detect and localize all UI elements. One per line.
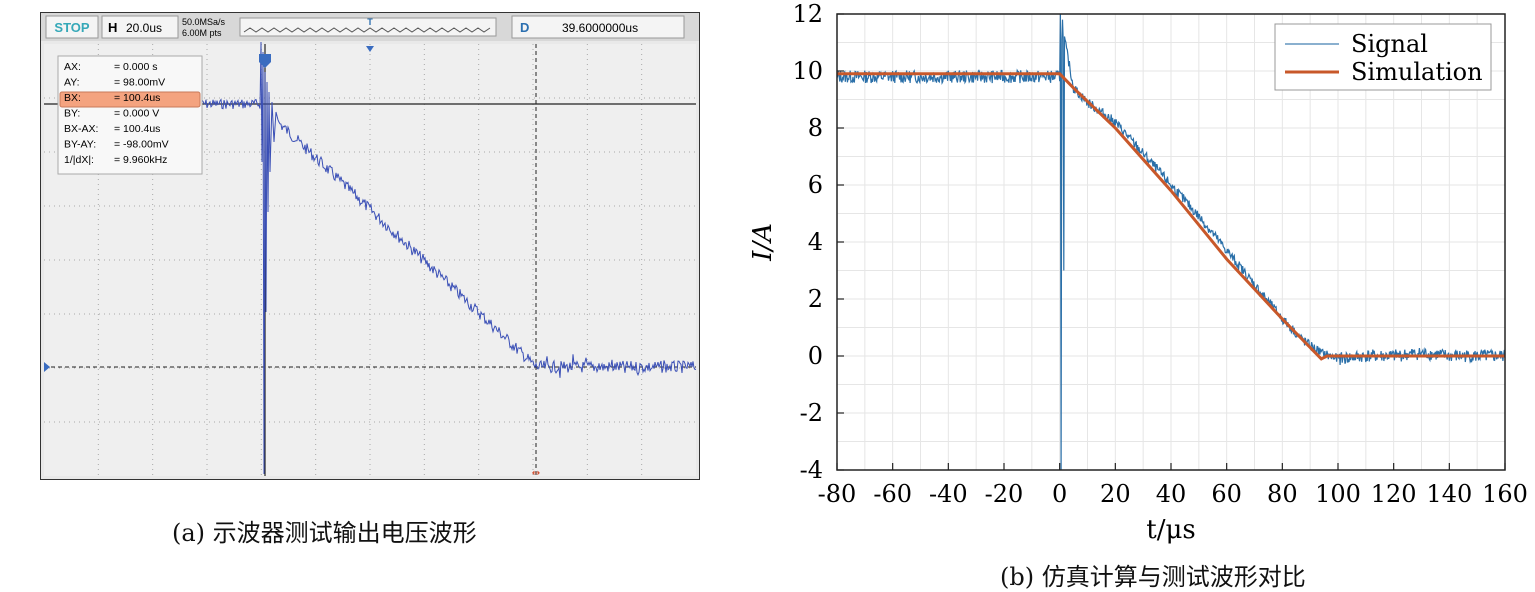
cursor-row-label: BX: (64, 92, 81, 104)
x-tick-label: -40 (929, 480, 968, 508)
y-tick-label: -4 (800, 456, 823, 484)
scope-waveform (199, 41, 697, 475)
caption-b: (b) 仿真计算与测试波形对比 (1000, 563, 1306, 591)
y-tick-label: 12 (792, 0, 823, 28)
x-tick-label: 140 (1426, 480, 1472, 508)
y-tick-label: 0 (808, 342, 823, 370)
horizontal-label: H (108, 20, 117, 35)
cursor-row-label: BX-AX: (64, 123, 98, 135)
series-simulation-line (837, 72, 1505, 361)
trigger-marker-top: T (367, 17, 373, 27)
x-axis-label: t/μs (1146, 515, 1195, 545)
x-tick-label: -60 (873, 480, 912, 508)
y-tick-label: 8 (808, 114, 823, 142)
oscilloscope-screen: STOP H 20.0us 50.0MSa/s 6.00M pts T D 39… (40, 12, 700, 480)
y-tick-label: -2 (800, 399, 823, 427)
y-tick-label: 6 (808, 171, 823, 199)
x-tick-label: 40 (1156, 480, 1187, 508)
y-axis-label: I/A (748, 223, 778, 262)
cursor-row-value: = 0.000 V (114, 108, 159, 120)
cursor-row-value: = 100.4us (114, 123, 160, 135)
series-signal-line (836, 13, 1506, 471)
cursor-row-label: BY-AY: (64, 139, 96, 151)
cursor-row-highlight (59, 91, 201, 108)
x-tick-label: 60 (1211, 480, 1242, 508)
y-tick-label: 10 (792, 57, 823, 85)
cursor-row-value: = -98.00mV (114, 139, 169, 151)
legend-box (1274, 23, 1492, 91)
x-tick-label: 120 (1371, 480, 1417, 508)
delay-value: 39.6000000us (562, 21, 638, 35)
x-tick-label: -80 (818, 480, 857, 508)
channel-level-marker (44, 362, 50, 372)
cursor-row-value: = 9.960kHz (114, 154, 167, 166)
delay-label: D (520, 20, 529, 35)
chart-series (836, 13, 1506, 471)
cursor-row-label: BY: (64, 108, 80, 120)
x-tick-label: 100 (1315, 480, 1361, 508)
cursor-row-label: AX: (64, 61, 81, 73)
cursor-b-marker: ↔ (532, 468, 540, 479)
sample-rate: 50.0MSa/s (182, 17, 226, 27)
trigger-position-marker (259, 54, 271, 68)
horizontal-scale-box[interactable] (101, 15, 179, 39)
x-tick-label: -20 (985, 480, 1024, 508)
legend-label: Simulation (1351, 58, 1483, 86)
legend-label: Signal (1351, 30, 1428, 58)
memory-depth: 6.00M pts (182, 28, 222, 38)
x-tick-label: 0 (1052, 480, 1067, 508)
cursor-row-value: = 98.00mV (114, 77, 165, 89)
stop-label: STOP (54, 20, 89, 35)
cursor-row-label: AY: (64, 77, 80, 89)
caption-a: (a) 示波器测试输出电压波形 (172, 519, 477, 547)
y-tick-label: 2 (808, 285, 823, 313)
comparison-chart: -80 -60 -40 -20 0 20 40 60 80 100 120 140 160-4-2024… (748, 0, 1528, 545)
x-tick-label: 20 (1100, 480, 1131, 508)
x-tick-label: 160 (1482, 480, 1528, 508)
horizontal-value: 20.0us (126, 21, 162, 35)
cursor-row-label: 1/|dX|: (64, 154, 94, 166)
chart-ticks: -80 -60 -40 -20 0 20 40 60 80 100 120 140 160-4-2024… (792, 0, 1527, 508)
trigger-top-marker (366, 46, 374, 52)
cursor-row-value: = 100.4us (114, 92, 160, 104)
stop-button[interactable] (45, 15, 99, 39)
cursor-measurement-box: AX: = 0.000 s AY: = 98.00mV BX: = 100.4us BY: =… (57, 55, 203, 175)
memory-bar-waveform (243, 27, 491, 33)
y-tick-label: 4 (808, 228, 823, 256)
x-tick-label: 80 (1267, 480, 1298, 508)
delay-box[interactable] (511, 15, 685, 39)
cursor-row-value: = 0.000 s (114, 61, 158, 73)
